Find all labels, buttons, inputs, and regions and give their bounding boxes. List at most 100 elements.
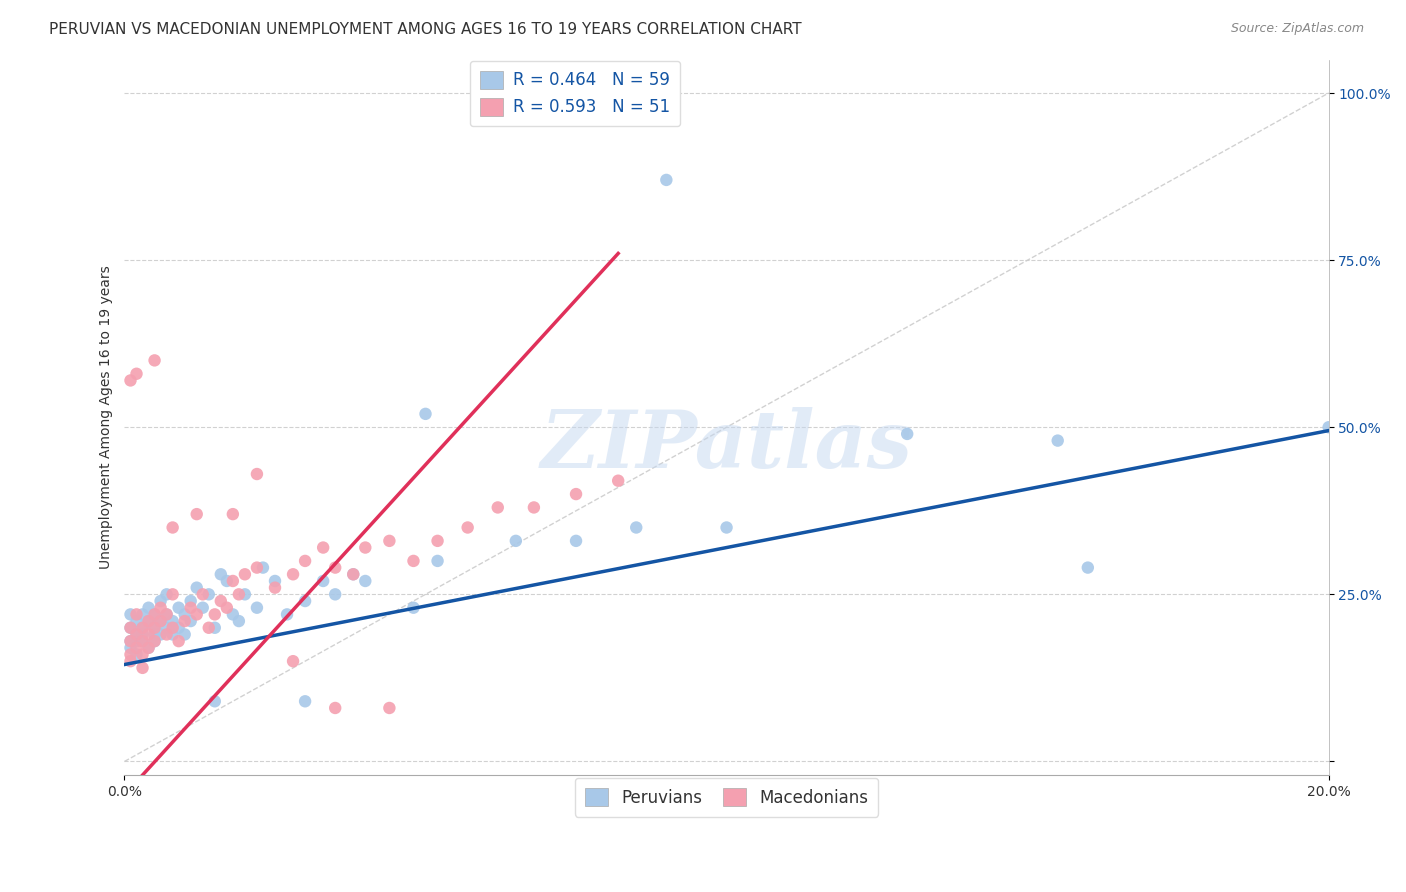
- Point: [204, 621, 226, 635]
- Point: [131, 621, 153, 635]
- Point: [131, 648, 153, 662]
- Point: [209, 594, 232, 608]
- Point: [252, 560, 274, 574]
- Point: [233, 567, 256, 582]
- Point: [222, 574, 245, 588]
- Point: [120, 648, 142, 662]
- Point: [716, 520, 738, 534]
- Point: [222, 607, 245, 622]
- Point: [125, 367, 148, 381]
- Point: [354, 574, 377, 588]
- Point: [138, 614, 160, 628]
- Point: [143, 607, 166, 622]
- Point: [191, 587, 214, 601]
- Point: [131, 661, 153, 675]
- Point: [125, 640, 148, 655]
- Point: [378, 701, 401, 715]
- Point: [125, 614, 148, 628]
- Point: [1046, 434, 1069, 448]
- Point: [120, 374, 142, 388]
- Point: [138, 614, 160, 628]
- Point: [180, 594, 202, 608]
- Point: [120, 640, 142, 655]
- Point: [162, 587, 184, 601]
- Point: [378, 533, 401, 548]
- Point: [143, 621, 166, 635]
- Text: ZIPatlas: ZIPatlas: [540, 407, 912, 484]
- Point: [607, 474, 630, 488]
- Point: [143, 621, 166, 635]
- Point: [125, 634, 148, 648]
- Point: [143, 634, 166, 648]
- Point: [204, 694, 226, 708]
- Point: [156, 627, 179, 641]
- Point: [131, 634, 153, 648]
- Point: [167, 621, 190, 635]
- Point: [323, 560, 346, 574]
- Point: [191, 600, 214, 615]
- Point: [505, 533, 527, 548]
- Point: [415, 407, 437, 421]
- Point: [138, 640, 160, 655]
- Point: [167, 634, 190, 648]
- Point: [228, 587, 250, 601]
- Point: [156, 587, 179, 601]
- Point: [149, 627, 172, 641]
- Point: [426, 554, 449, 568]
- Y-axis label: Unemployment Among Ages 16 to 19 years: Unemployment Among Ages 16 to 19 years: [100, 265, 114, 569]
- Point: [264, 574, 287, 588]
- Point: [197, 587, 219, 601]
- Point: [143, 353, 166, 368]
- Point: [655, 173, 678, 187]
- Point: [402, 554, 425, 568]
- Point: [149, 614, 172, 628]
- Point: [131, 607, 153, 622]
- Point: [197, 621, 219, 635]
- Point: [125, 648, 148, 662]
- Point: [167, 600, 190, 615]
- Point: [120, 634, 142, 648]
- Point: [209, 567, 232, 582]
- Point: [120, 621, 142, 635]
- Point: [626, 520, 648, 534]
- Point: [162, 520, 184, 534]
- Point: [156, 607, 179, 622]
- Point: [281, 654, 304, 668]
- Point: [162, 621, 184, 635]
- Point: [457, 520, 479, 534]
- Point: [143, 634, 166, 648]
- Point: [233, 587, 256, 601]
- Point: [149, 594, 172, 608]
- Point: [173, 607, 195, 622]
- Point: [323, 701, 346, 715]
- Point: [294, 554, 316, 568]
- Point: [246, 600, 269, 615]
- Point: [215, 600, 238, 615]
- Point: [138, 600, 160, 615]
- Point: [312, 541, 335, 555]
- Point: [138, 627, 160, 641]
- Point: [186, 507, 208, 521]
- Point: [896, 426, 918, 441]
- Text: Source: ZipAtlas.com: Source: ZipAtlas.com: [1230, 22, 1364, 36]
- Point: [125, 627, 148, 641]
- Point: [149, 614, 172, 628]
- Point: [312, 574, 335, 588]
- Point: [162, 614, 184, 628]
- Point: [120, 621, 142, 635]
- Point: [276, 607, 298, 622]
- Point: [402, 600, 425, 615]
- Point: [246, 467, 269, 481]
- Point: [125, 627, 148, 641]
- Point: [156, 621, 179, 635]
- Point: [426, 533, 449, 548]
- Point: [149, 600, 172, 615]
- Point: [1317, 420, 1340, 434]
- Point: [131, 634, 153, 648]
- Point: [264, 581, 287, 595]
- Point: [120, 634, 142, 648]
- Point: [173, 627, 195, 641]
- Point: [120, 654, 142, 668]
- Point: [125, 607, 148, 622]
- Point: [294, 594, 316, 608]
